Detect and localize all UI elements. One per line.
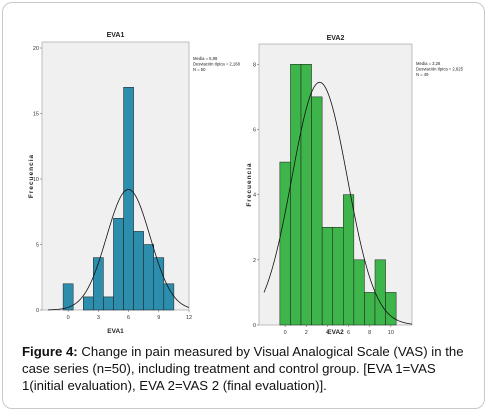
figure-caption: Figure 4: Change in pain measured by Vis… (22, 343, 470, 394)
eva2-y-tick-label-4: 8 (253, 62, 256, 68)
eva1-normal-curve (47, 189, 190, 311)
eva2-stats-line-1: Desviación típica = 2,625 (416, 67, 464, 72)
eva1-y-axis-label: Frecuencia (28, 154, 35, 198)
eva2-x-tick-label-2: 4 (326, 330, 329, 336)
eva2-y-axis-label: Frecuencia (246, 162, 253, 206)
eva1-x-tick-label-1: 3 (97, 315, 100, 321)
eva2-chart-title: EVA2 (327, 35, 345, 42)
eva1-x-tick-label-4: 12 (186, 315, 192, 321)
eva2-bar-6 (343, 194, 355, 326)
eva2-y-tick-label-0: 0 (253, 323, 256, 329)
eva2-x-tick-label-5: 10 (388, 330, 394, 336)
eva2-stats-line-2: N = 49 (416, 72, 429, 77)
eva2-bar-3 (311, 96, 323, 326)
eva2-bar-0 (279, 161, 291, 326)
eva2-y-tick-label-2: 4 (253, 193, 256, 199)
eva2-x-tick-label-1: 2 (305, 330, 308, 336)
eva2-bar-8 (364, 292, 376, 326)
eva1-x-tick-label-0: 0 (67, 315, 70, 321)
eva2-x-tick-label-3: 6 (347, 330, 350, 336)
eva1-stats-line-1: Desviación típica = 2,168 (193, 62, 241, 67)
eva2-x-axis-label: EVA2 (327, 329, 344, 336)
eva1-x-axis-label: EVA1 (107, 328, 124, 335)
eva1-x-tick-label-3: 9 (157, 315, 160, 321)
eva2-bar-9 (374, 259, 386, 326)
eva1-chart-title: EVA1 (107, 32, 125, 39)
eva2-y-tick-label-1: 2 (253, 258, 256, 264)
eva2-y-tick-label-3: 6 (253, 127, 256, 133)
eva1-stats-line-0: Media = 5,98 (193, 56, 218, 61)
eva1-y-tick-label-0: 0 (36, 308, 39, 314)
caption-label: Figure 4: (22, 344, 78, 359)
eva2-x-tick-label-0: 0 (284, 330, 287, 336)
eva2-bar-10 (385, 292, 397, 326)
eva2-bar-4 (321, 226, 333, 326)
eva1-y-tick-label-2: 10 (33, 177, 39, 183)
eva1-y-tick-label-4: 20 (33, 46, 39, 52)
eva2-bar-2 (300, 64, 312, 326)
eva1-y-tick-label-3: 15 (33, 112, 39, 118)
eva1-y-tick-label-1: 5 (36, 243, 39, 249)
eva2-normal-curve (263, 81, 413, 325)
eva2-x-tick-label-4: 8 (368, 330, 371, 336)
eva2-bar-1 (290, 64, 302, 326)
eva1-stats-line-2: N = 50 (193, 67, 206, 72)
eva1-x-tick-label-2: 6 (127, 315, 130, 321)
eva2-stats-line-0: Media = 3,26 (416, 61, 441, 66)
caption-text: Change in pain measured by Visual Analog… (22, 344, 464, 393)
eva2-bar-7 (353, 259, 365, 326)
eva2-bar-5 (332, 226, 344, 326)
